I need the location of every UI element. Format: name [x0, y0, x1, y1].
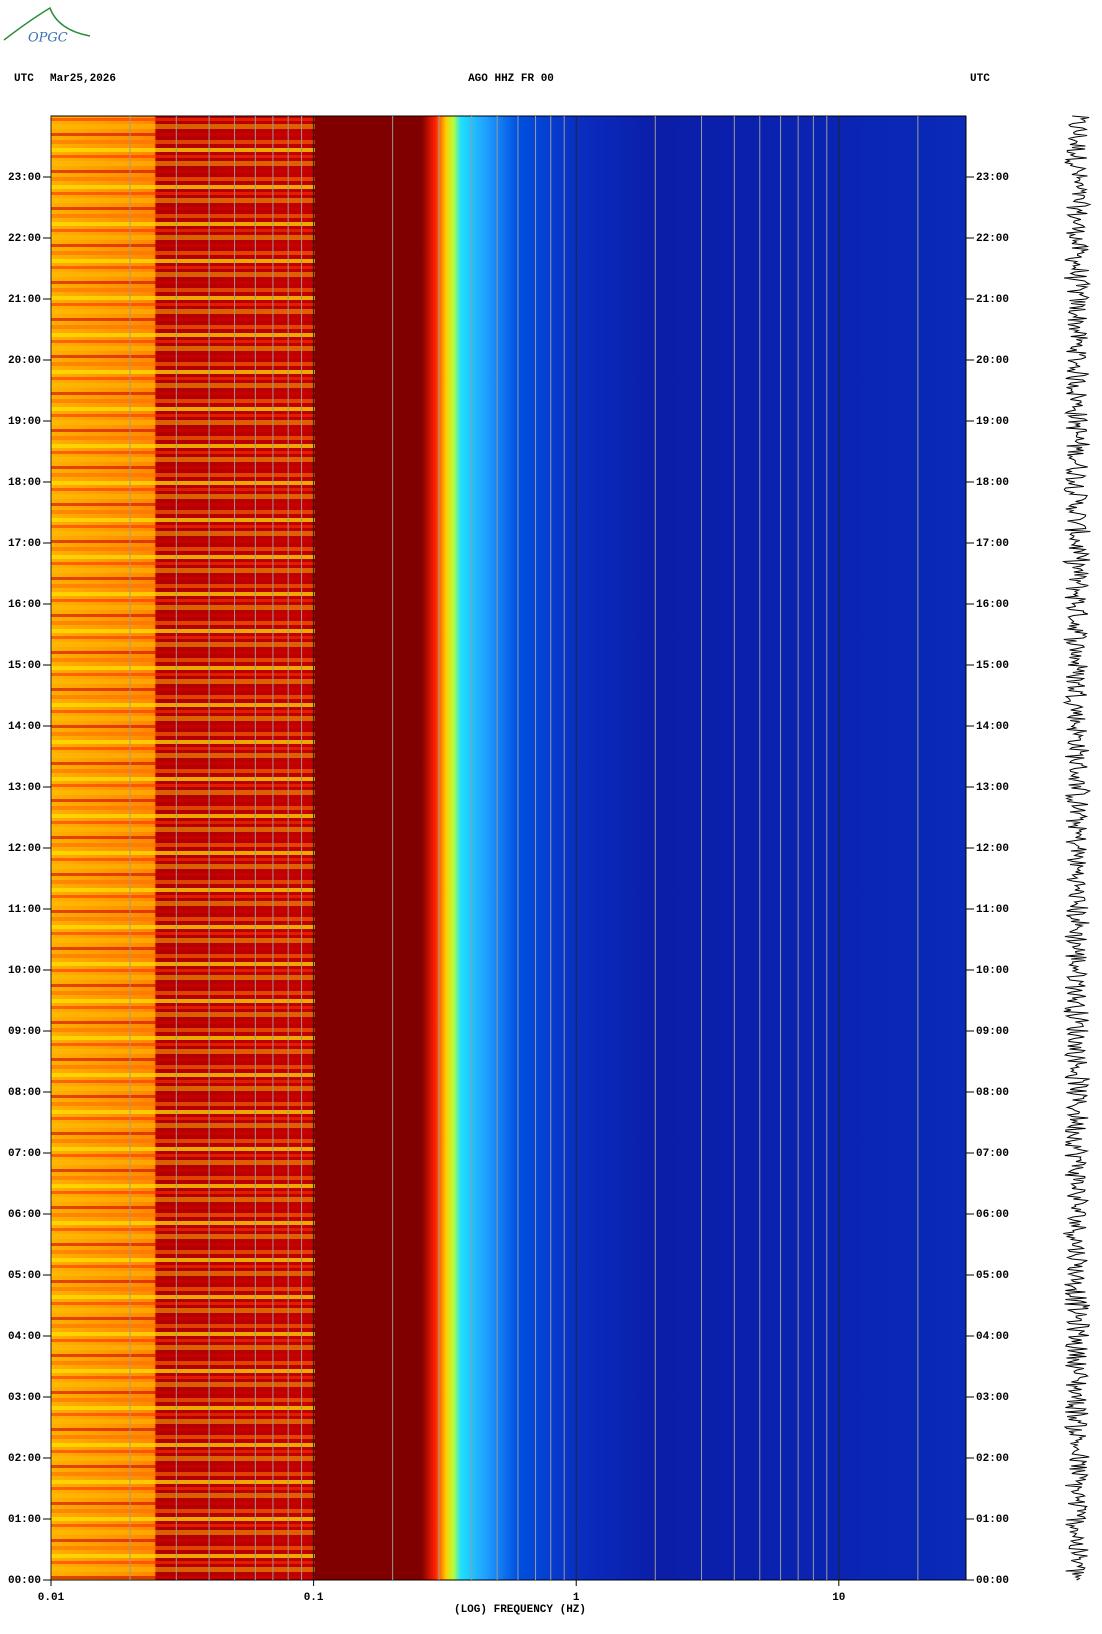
y-tick-label: 19:00	[976, 416, 1009, 428]
y-tick-label: 03:00	[976, 1392, 1009, 1404]
y-tick-label: 16:00	[976, 599, 1009, 611]
logo: OPGC	[3, 6, 91, 46]
y-tick-label: 18:00	[976, 477, 1009, 489]
y-tick-label: 07:00	[8, 1148, 41, 1160]
logo-text: OPGC	[28, 31, 68, 46]
y-tick-label: 19:00	[8, 416, 41, 428]
y-tick-label: 17:00	[976, 538, 1009, 550]
x-tick-label: 10	[832, 1592, 845, 1604]
y-tick-label: 04:00	[8, 1331, 41, 1343]
header-date: Mar25,2026	[50, 73, 116, 85]
y-tick-label: 17:00	[8, 538, 41, 550]
y-tick-label: 12:00	[8, 843, 41, 855]
y-tick-label: 06:00	[976, 1209, 1009, 1221]
y-tick-label: 23:00	[8, 172, 41, 184]
x-axis-label: (LOG) FREQUENCY (HZ)	[454, 1604, 586, 1616]
y-tick-label: 03:00	[8, 1392, 41, 1404]
y-tick-label: 01:00	[976, 1514, 1009, 1526]
y-tick-label: 00:00	[976, 1575, 1009, 1587]
x-tick-label: 0.1	[304, 1592, 324, 1604]
y-tick-label: 04:00	[976, 1331, 1009, 1343]
y-tick-label: 14:00	[8, 721, 41, 733]
y-tick-label: 10:00	[8, 965, 41, 977]
y-tick-label: 20:00	[8, 355, 41, 367]
y-tick-label: 11:00	[8, 904, 41, 916]
y-tick-label: 09:00	[8, 1026, 41, 1038]
x-tick-label: 1	[573, 1592, 580, 1604]
y-tick-label: 13:00	[976, 782, 1009, 794]
seismogram-trace	[1061, 115, 1092, 1581]
y-tick-label: 08:00	[976, 1087, 1009, 1099]
y-tick-label: 07:00	[976, 1148, 1009, 1160]
y-tick-label: 13:00	[8, 782, 41, 794]
y-tick-label: 22:00	[8, 233, 41, 245]
y-tick-label: 16:00	[8, 599, 41, 611]
y-tick-label: 20:00	[976, 355, 1009, 367]
y-tick-label: 15:00	[8, 660, 41, 672]
spectrogram-texture	[51, 116, 315, 1580]
y-tick-label: 06:00	[8, 1209, 41, 1221]
y-tick-label: 01:00	[8, 1514, 41, 1526]
y-tick-label: 23:00	[976, 172, 1009, 184]
y-tick-label: 02:00	[976, 1453, 1009, 1465]
y-tick-label: 09:00	[976, 1026, 1009, 1038]
y-tick-label: 21:00	[8, 294, 41, 306]
y-tick-label: 15:00	[976, 660, 1009, 672]
y-tick-label: 05:00	[8, 1270, 41, 1282]
y-tick-label: 21:00	[976, 294, 1009, 306]
y-tick-label: 22:00	[976, 233, 1009, 245]
y-tick-label: 18:00	[8, 477, 41, 489]
header-zone: UTC	[14, 73, 34, 85]
x-tick-label: 0.01	[38, 1592, 65, 1604]
chart-title: AGO HHZ FR 00	[468, 73, 554, 85]
y-tick-label: 00:00	[8, 1575, 41, 1587]
y-tick-label: 02:00	[8, 1453, 41, 1465]
header-zone: UTC	[970, 73, 990, 85]
y-tick-label: 05:00	[976, 1270, 1009, 1282]
y-tick-label: 11:00	[976, 904, 1009, 916]
y-tick-label: 10:00	[976, 965, 1009, 977]
y-tick-label: 14:00	[976, 721, 1009, 733]
y-tick-label: 12:00	[976, 843, 1009, 855]
y-tick-label: 08:00	[8, 1087, 41, 1099]
